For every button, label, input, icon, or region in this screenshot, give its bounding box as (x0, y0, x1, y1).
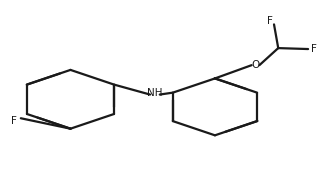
Text: NH: NH (147, 88, 163, 98)
Text: F: F (311, 44, 317, 54)
Text: F: F (11, 116, 17, 126)
Text: O: O (251, 60, 259, 70)
Text: F: F (267, 16, 273, 26)
